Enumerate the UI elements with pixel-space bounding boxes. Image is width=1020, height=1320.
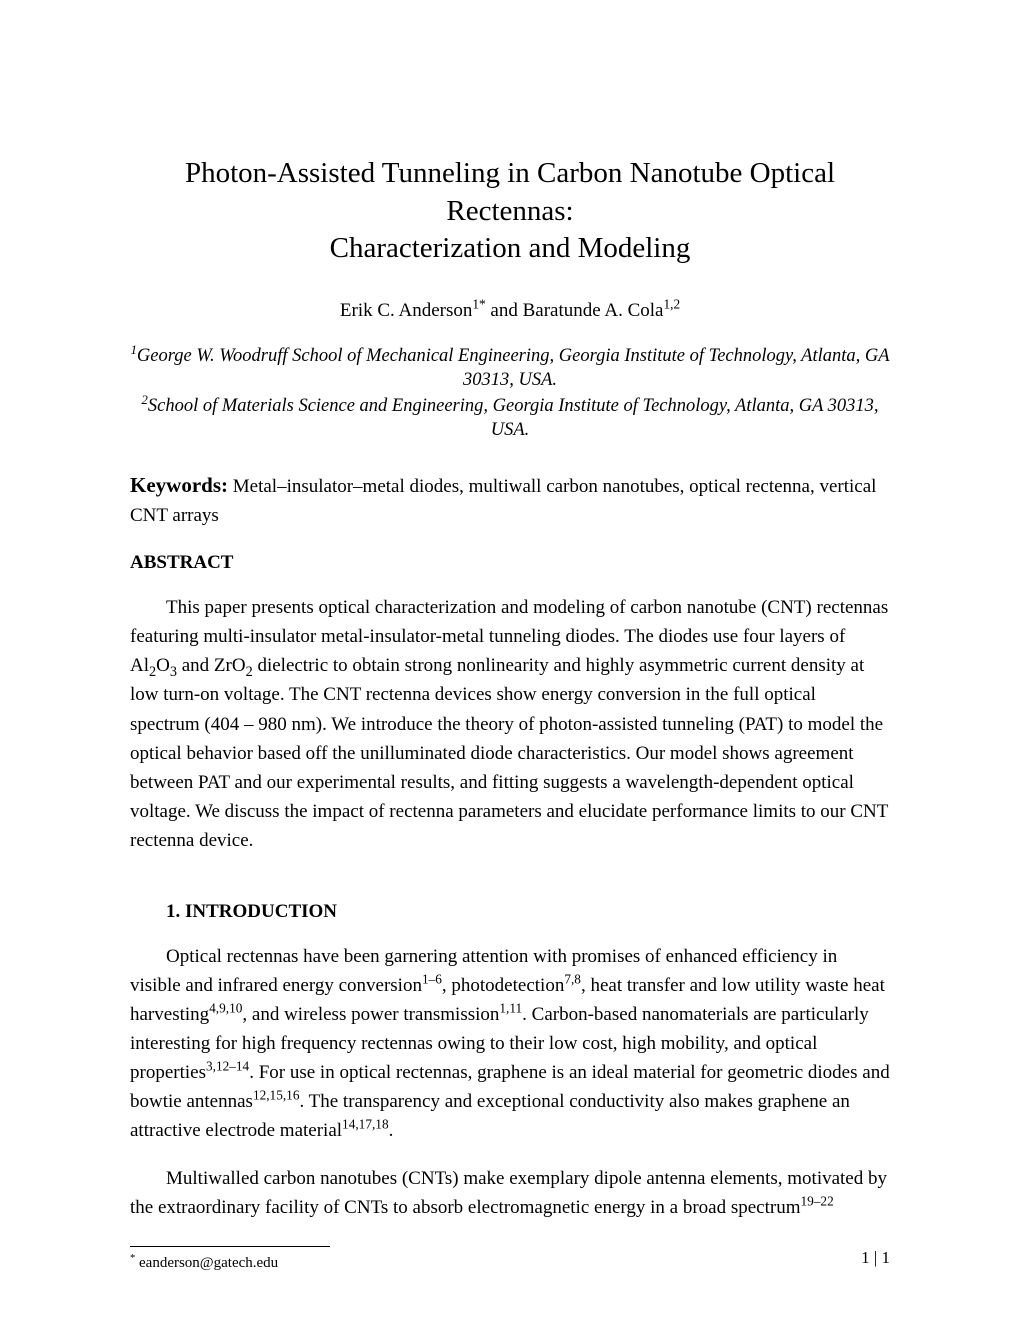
author-conj: and — [486, 300, 523, 321]
abstract-seg-b: O — [156, 655, 170, 676]
footnote: * eanderson@gatech.edu — [130, 1253, 890, 1274]
author-1-sup: 1* — [472, 297, 485, 312]
sub-2b: 2 — [246, 664, 253, 680]
intro-p1-sup1: 1–6 — [422, 972, 442, 987]
abstract-heading-rest: BSTRACT — [144, 552, 234, 573]
intro-p1-sup2: 7,8 — [564, 972, 581, 987]
intro-p2-seg1: Multiwalled carbon nanotubes (CNTs) make… — [130, 1168, 887, 1218]
abstract-heading: ABSTRACT — [130, 552, 890, 574]
affiliations: 1George W. Woodruff School of Mechanical… — [130, 344, 890, 442]
intro-p1-seg4: , and wireless power transmission — [242, 1004, 499, 1025]
paper-title: Photon-Assisted Tunneling in Carbon Nano… — [130, 155, 890, 268]
intro-p1-sup6: 12,15,16 — [253, 1088, 300, 1103]
keywords: Keywords: Metal–insulator–metal diodes, … — [130, 470, 890, 530]
intro-heading-rest: NTRODUCTION — [192, 901, 337, 922]
intro-p1-sup5: 3,12–14 — [206, 1059, 249, 1074]
affil-2-text: School of Materials Science and Engineer… — [148, 396, 879, 440]
author-2-sup: 1,2 — [663, 297, 680, 312]
sub-3: 3 — [170, 664, 177, 680]
affil-1-text: George W. Woodruff School of Mechanical … — [137, 346, 890, 390]
introduction-heading: 1. INTRODUCTION — [166, 901, 890, 923]
intro-p1-seg2: , photodetection — [442, 975, 564, 996]
abstract-seg-d: dielectric to obtain strong nonlinearity… — [130, 655, 888, 850]
footnote-rule — [130, 1246, 330, 1247]
intro-p2-sup1: 19–22 — [800, 1194, 833, 1209]
affiliation-2: 2School of Materials Science and Enginee… — [130, 394, 890, 442]
intro-paragraph-1: Optical rectennas have been garnering at… — [130, 942, 890, 1145]
title-line-2: Characterization and Modeling — [330, 232, 691, 264]
intro-p1-sup3: 4,9,10 — [209, 1001, 242, 1016]
page-number: 1 | 1 — [861, 1248, 890, 1268]
title-line-1: Photon-Assisted Tunneling in Carbon Nano… — [185, 157, 835, 227]
footnote-text: eanderson@gatech.edu — [135, 1255, 278, 1271]
intro-p1-sup7: 14,17,18 — [342, 1117, 389, 1132]
abstract-paragraph: This paper presents optical characteriza… — [130, 593, 890, 855]
author-2: Baratunde A. Cola — [523, 300, 664, 321]
intro-p1-seg8: . — [389, 1120, 394, 1141]
intro-p1-sup4: 1,11 — [499, 1001, 522, 1016]
keywords-label: Keywords: — [130, 473, 228, 497]
authors-line: Erik C. Anderson1* and Baratunde A. Cola… — [130, 300, 890, 322]
page: Photon-Assisted Tunneling in Carbon Nano… — [0, 0, 1020, 1320]
affiliation-1: 1George W. Woodruff School of Mechanical… — [130, 344, 890, 392]
intro-heading-num: 1. — [166, 901, 185, 922]
keywords-text: Metal–insulator–metal diodes, multiwall … — [130, 476, 876, 526]
abstract-heading-prefix: A — [130, 552, 144, 573]
author-1: Erik C. Anderson — [340, 300, 472, 321]
intro-paragraph-2: Multiwalled carbon nanotubes (CNTs) make… — [130, 1164, 890, 1222]
abstract-seg-c: and ZrO — [177, 655, 246, 676]
